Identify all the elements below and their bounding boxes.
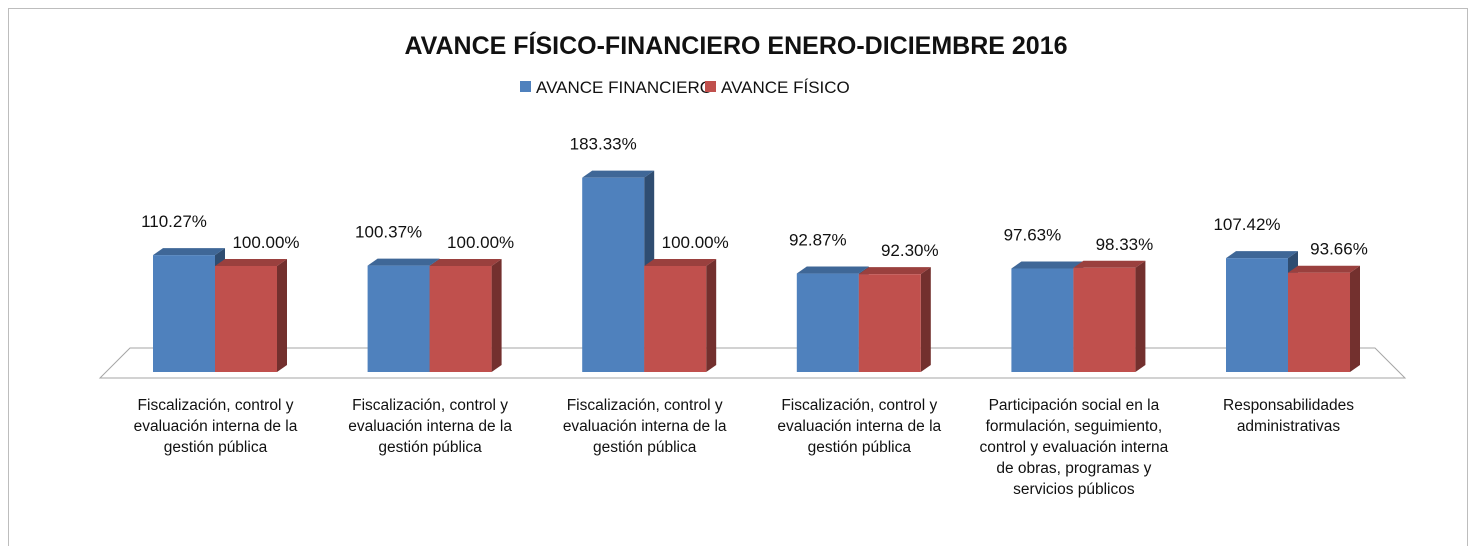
- bar-face: [1350, 265, 1360, 372]
- bar-face: [153, 248, 225, 256]
- bar-face: [1226, 258, 1288, 372]
- legend-swatch: [705, 81, 716, 92]
- data-label: 107.42%: [1213, 215, 1280, 234]
- data-label: 183.33%: [570, 135, 637, 154]
- bar: [644, 259, 717, 372]
- chart-frame: [8, 8, 1468, 546]
- bar: [215, 259, 287, 372]
- data-label: 100.00%: [232, 233, 299, 252]
- x-tick-label: Participación social en la formulación, …: [979, 397, 1169, 498]
- bar-face: [796, 266, 869, 274]
- bar-face: [1073, 260, 1146, 268]
- legend-label: AVANCE FÍSICO: [721, 78, 850, 97]
- x-tick-label: Fiscalización, control y evaluación inte…: [777, 397, 942, 456]
- x-tick-label: Responsabilidades administrativas: [1223, 397, 1354, 435]
- bar-face: [1011, 261, 1084, 269]
- bar-face: [582, 177, 645, 372]
- bar-face: [644, 266, 707, 372]
- data-label: 92.87%: [789, 231, 847, 250]
- data-label: 100.00%: [662, 233, 729, 252]
- bar: [796, 266, 869, 372]
- legend-label: AVANCE FINANCIERO: [536, 78, 713, 97]
- data-label: 98.33%: [1096, 235, 1154, 254]
- bar-face: [1288, 265, 1360, 273]
- data-label: 97.63%: [1004, 226, 1062, 245]
- bar: [582, 170, 655, 372]
- x-tick-label: Fiscalización, control y evaluación inte…: [348, 397, 512, 456]
- bar: [1226, 251, 1298, 372]
- legend-swatch: [520, 81, 531, 92]
- bar: [1288, 265, 1360, 372]
- bar-face: [367, 258, 440, 266]
- bar-face: [1226, 251, 1298, 259]
- bar-face: [277, 259, 287, 372]
- bar-face: [429, 259, 502, 266]
- data-label: 92.30%: [881, 241, 939, 260]
- bar-face: [582, 170, 655, 178]
- chart-title: AVANCE FÍSICO-FINANCIERO ENERO-DICIEMBRE…: [404, 31, 1067, 60]
- bar-face: [1011, 268, 1074, 372]
- bar-face: [706, 259, 717, 372]
- bar-face: [1135, 260, 1146, 372]
- bar-face: [920, 267, 931, 372]
- data-label: 100.37%: [355, 223, 422, 242]
- x-tick-label: Fiscalización, control y evaluación inte…: [562, 397, 727, 456]
- bar: [153, 248, 225, 372]
- x-tick-label: Fiscalización, control y evaluación inte…: [133, 397, 298, 456]
- bar-face: [1073, 267, 1136, 372]
- bar-face: [858, 274, 921, 372]
- data-label: 100.00%: [447, 233, 514, 252]
- bar: [858, 267, 931, 372]
- bar: [1073, 260, 1146, 372]
- bar: [429, 259, 502, 372]
- bar-face: [367, 265, 430, 372]
- bar: [367, 258, 440, 372]
- bar-face: [858, 267, 931, 275]
- bar-face: [153, 255, 215, 372]
- data-label: 110.27%: [141, 212, 207, 231]
- bar-face: [644, 259, 717, 266]
- floor: [98, 347, 1407, 379]
- bar: [1011, 261, 1084, 372]
- bar-face: [429, 266, 492, 372]
- data-label: 93.66%: [1310, 240, 1368, 259]
- bar-face: [1288, 272, 1350, 372]
- bar-face: [796, 273, 859, 372]
- bar-face: [215, 259, 287, 266]
- bar-face: [491, 259, 502, 372]
- bar-face: [215, 266, 277, 372]
